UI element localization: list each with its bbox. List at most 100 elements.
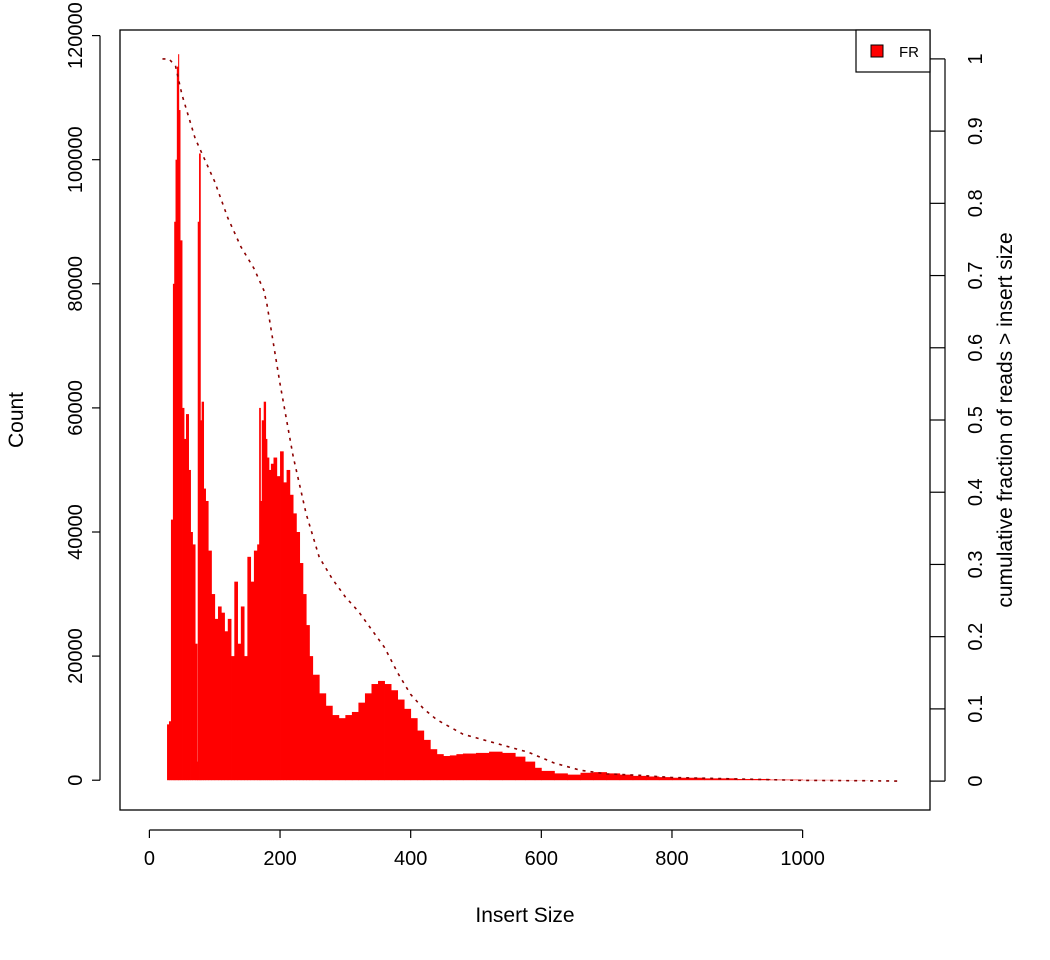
histogram-bar [172, 283, 175, 781]
histogram-bar [332, 715, 340, 781]
histogram-bar [580, 772, 594, 781]
histogram-bar [268, 469, 272, 781]
histogram-bar [280, 451, 284, 781]
histogram-bar [312, 674, 320, 781]
histogram-bar [671, 777, 706, 781]
histogram-bar [296, 532, 301, 781]
legend-box [855, 29, 931, 73]
histogram-bar [276, 476, 281, 781]
x-tick-label: 400 [394, 848, 427, 870]
histogram-bar [283, 482, 287, 781]
histogram-bar [456, 754, 464, 781]
histogram-bar [364, 693, 372, 781]
y2-tick-label: 0.7 [965, 262, 987, 290]
histogram-bar [197, 761, 199, 781]
histogram-bar [197, 221, 200, 781]
x-tick-label: 800 [655, 848, 688, 870]
histogram-bar [270, 463, 274, 781]
y2-tick-label: 0.1 [965, 695, 987, 723]
x-tick-label: 200 [263, 848, 296, 870]
histogram-bar [211, 594, 216, 781]
histogram-bar [259, 407, 261, 781]
x-tick-label: 1000 [780, 848, 825, 870]
histogram-bar [378, 680, 385, 781]
histogram-bar [658, 777, 673, 781]
histogram-bar [358, 702, 366, 781]
y-tick-label: 20000 [65, 628, 87, 684]
histogram-bar [476, 752, 490, 781]
histogram-bar [184, 438, 187, 781]
legend-swatch-fr [870, 44, 884, 58]
histogram-bar [606, 773, 621, 781]
histogram-bar [224, 631, 229, 781]
histogram-bar [417, 730, 425, 781]
histogram-bar [250, 581, 255, 781]
y-tick-label: 100000 [65, 126, 87, 193]
histogram-bar [462, 753, 477, 781]
y-tick-label: 60000 [65, 380, 87, 436]
histogram-bar [240, 606, 245, 781]
y-tick-label: 0 [65, 775, 87, 786]
histogram-bar [266, 457, 270, 781]
histogram-bar [289, 494, 294, 781]
histogram-bar [227, 618, 232, 781]
y-axis-title: Count [5, 392, 28, 448]
histogram-bar [200, 420, 203, 781]
histogram-bar [185, 414, 189, 781]
histogram-bar [338, 718, 346, 781]
y2-tick-label: 0.2 [965, 623, 987, 651]
histogram-bar [203, 488, 206, 781]
y2-tick-label: 0 [965, 776, 987, 787]
x-tick-label: 600 [525, 848, 558, 870]
y2-tick-label: 0.4 [965, 478, 987, 506]
histogram-bar [397, 699, 405, 781]
histogram-bar [769, 779, 804, 781]
y-tick-label: 120000 [65, 2, 87, 69]
histogram-bar [449, 755, 457, 781]
histogram-bar [567, 774, 581, 781]
histogram-bar [541, 770, 555, 781]
histogram-bar [188, 469, 191, 781]
histogram-bar [554, 773, 568, 781]
y2-tick-label: 0.9 [965, 117, 987, 145]
histogram-bar [263, 401, 267, 781]
histogram-bar [443, 756, 451, 781]
histogram-bar [234, 581, 238, 781]
histogram-bar [345, 715, 353, 781]
histogram-bar [253, 550, 258, 781]
histogram-bar [170, 519, 174, 781]
histogram-bar [265, 438, 268, 781]
histogram-bar [436, 754, 444, 781]
x-axis-title: Insert Size [475, 904, 574, 927]
x-axis: 0 200 400 600 800 1000 [144, 829, 825, 870]
histogram-bar [168, 721, 172, 781]
histogram-bar [175, 159, 178, 781]
histogram-bar [351, 711, 359, 781]
histogram-bar [410, 718, 418, 781]
y-axis-right: 0 0.1 0.2 0.3 0.4 0.5 0.6 0.7 0.8 0.9 1 [930, 53, 987, 787]
histogram-bar [180, 240, 183, 781]
histogram-bar [176, 66, 179, 781]
histogram-bar [237, 643, 242, 781]
histogram-bar [192, 544, 196, 781]
histogram-bar [319, 693, 327, 781]
histogram-bar [299, 563, 304, 781]
histogram-bars [167, 54, 869, 781]
histogram-bar [309, 656, 314, 781]
histogram-bar [261, 420, 265, 781]
histogram-bar [244, 656, 248, 781]
histogram-bar [174, 221, 176, 781]
histogram-bar [384, 684, 392, 781]
histogram-bar [214, 618, 219, 781]
histogram-bar [182, 407, 185, 781]
histogram-bar [737, 778, 771, 781]
histogram-bar [325, 705, 333, 781]
y-tick-label: 40000 [65, 504, 87, 560]
histogram-bar [217, 606, 222, 781]
histogram-bar [247, 556, 252, 781]
y2-tick-label: 0.5 [965, 406, 987, 434]
histogram-bar [167, 724, 170, 781]
histogram-bar [430, 749, 438, 781]
histogram-bar [257, 544, 260, 781]
